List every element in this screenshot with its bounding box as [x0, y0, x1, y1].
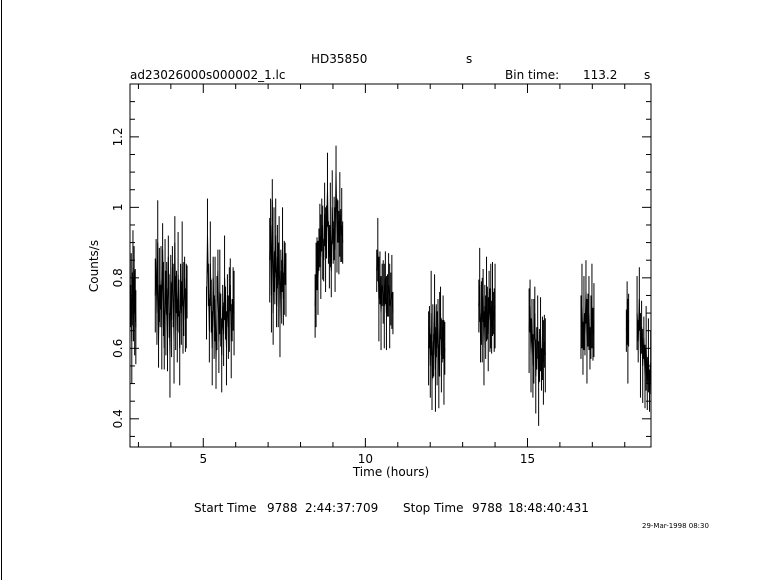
data-segment: [269, 200, 287, 321]
data-segment: [206, 235, 235, 363]
data-segment: [376, 249, 394, 314]
y-tick-label: 1: [111, 204, 125, 212]
start-day: 9788: [267, 501, 298, 515]
bin-time-label: Bin time:: [505, 68, 559, 82]
data-segment: [478, 284, 496, 349]
x-tick-label: 15: [520, 452, 535, 466]
y-axis-label: Counts/s: [87, 240, 101, 292]
object-title: HD35850: [311, 52, 367, 66]
stop-time-label: Stop Time: [403, 501, 463, 515]
bin-time-value: 113.2: [583, 68, 617, 82]
start-time-label: Start Time: [194, 501, 257, 515]
filename-label: ad23026000s000002_1.lc: [130, 68, 286, 82]
data-segment: [428, 305, 446, 384]
object-unit: s: [466, 52, 472, 66]
data-segment: [314, 172, 344, 307]
y-tick-label: 1.2: [111, 127, 125, 146]
x-tick-label: 10: [358, 452, 373, 466]
data-segment: [636, 298, 652, 391]
data-segment: [130, 267, 137, 342]
x-tick-label: 5: [199, 452, 207, 466]
y-tick-label: 0.6: [111, 339, 125, 358]
y-tick-label: 0.8: [111, 268, 125, 287]
y-tick-label: 0.4: [111, 409, 125, 428]
data-segment: [528, 305, 546, 384]
stop-day: 9788: [472, 501, 503, 515]
bin-time-unit: s: [644, 68, 650, 82]
stop-time-value: 18:48:40:431: [508, 501, 589, 515]
plot-frame: [129, 83, 652, 448]
axis-ticks: 5 10 15 0.4 0.6 0.8 1 1.2: [111, 83, 651, 466]
start-time-value: 2:44:37:709: [305, 501, 378, 515]
data-segment: [580, 291, 595, 349]
x-axis-label: Time (hours): [352, 465, 429, 479]
light-curve-series: [130, 145, 652, 426]
date-stamp: 29-Mar-1998 08:30: [642, 522, 709, 530]
data-segment: [154, 242, 188, 356]
data-segment: [625, 313, 630, 342]
